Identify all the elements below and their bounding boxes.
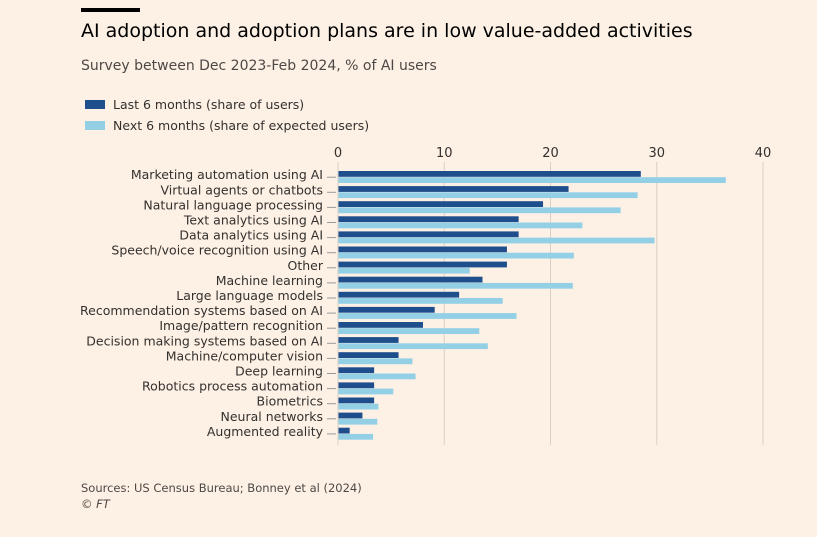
legend: Last 6 months (share of users) Next 6 mo… [85,94,369,136]
category-label-data-analytics-using-ai: Data analytics using AI [179,228,323,243]
category-label-other: Other [288,258,324,273]
bar-next-6-months-decision-making-systems-based-on-ai [338,343,488,350]
bar-last-6-months-natural-language-processing [338,201,544,207]
bar-next-6-months-machine-computer-vision [338,358,413,365]
category-label-recommendation-systems-based-on-ai: Recommendation systems based on AI [80,303,323,318]
bar-last-6-months-machine-learning [338,276,483,283]
bar-last-6-months-recommendation-systems-based-on-ai [338,306,435,313]
x-tick-label-20: 20 [542,146,559,161]
x-tick-label-10: 10 [436,146,453,161]
bar-last-6-months-image-pattern-recognition [338,322,423,328]
footer: Sources: US Census Bureau; Bonney et al … [81,480,362,512]
legend-swatch-last-6-months [85,100,105,109]
bar-last-6-months-marketing-automation-using-ai [338,171,641,177]
bar-chart: 0 10 20 30 40 Marketing automation using AIVi… [80,146,772,445]
x-tick-label-30: 30 [648,146,665,161]
category-label-marketing-automation-using-ai: Marketing automation using AI [131,167,323,182]
category-label-speech-voice-recognition-using-ai: Speech/voice recognition using AI [111,243,323,258]
chart-title: AI adoption and adoption plans are in lo… [81,20,693,42]
category-label-robotics-process-automation: Robotics process automation [142,379,323,394]
bar-next-6-months-other [338,267,470,274]
bar-next-6-months-deep-learning [338,373,416,380]
category-label-image-pattern-recognition: Image/pattern recognition [159,318,323,333]
bar-next-6-months-natural-language-processing [338,207,621,214]
bar-last-6-months-deep-learning [338,367,375,374]
category-label-text-analytics-using-ai: Text analytics using AI [183,213,323,228]
category-label-virtual-agents-or-chatbots: Virtual agents or chatbots [160,182,323,197]
bar-last-6-months-large-language-models [338,291,460,298]
bar-next-6-months-image-pattern-recognition [338,328,480,334]
legend-item-last-6-months: Last 6 months (share of users) [85,94,369,115]
category-label-neural-networks: Neural networks [221,409,323,424]
bar-last-6-months-virtual-agents-or-chatbots [338,186,569,192]
bar-next-6-months-recommendation-systems-based-on-ai [338,313,517,319]
bar-last-6-months-machine-computer-vision [338,352,399,358]
category-label-decision-making-systems-based-on-ai: Decision making systems based on AI [86,333,323,348]
bar-next-6-months-text-analytics-using-ai [338,222,583,229]
chart-subtitle: Survey between Dec 2023-Feb 2024, % of A… [81,58,437,74]
category-label-large-language-models: Large language models [176,288,323,303]
bar-next-6-months-augmented-reality [338,433,374,440]
copyright-note: © FT [81,497,110,511]
bar-next-6-months-virtual-agents-or-chatbots [338,192,638,199]
bar-last-6-months-speech-voice-recognition-using-ai [338,246,507,253]
bar-next-6-months-data-analytics-using-ai [338,237,655,244]
category-label-augmented-reality: Augmented reality [207,424,324,439]
bar-last-6-months-data-analytics-using-ai [338,231,519,238]
bar-next-6-months-robotics-process-automation [338,388,394,395]
bar-last-6-months-decision-making-systems-based-on-ai [338,337,399,343]
legend-item-next-6-months: Next 6 months (share of expected users) [85,115,369,136]
source-note: Sources: US Census Bureau; Bonney et al … [81,481,362,495]
category-label-machine-computer-vision: Machine/computer vision [166,348,323,363]
bar-last-6-months-biometrics [338,397,375,404]
legend-label-next-6-months: Next 6 months (share of expected users) [113,118,370,133]
bar-last-6-months-text-analytics-using-ai [338,216,519,223]
category-label-machine-learning: Machine learning [216,273,323,288]
bar-last-6-months-robotics-process-automation [338,382,375,389]
bar-next-6-months-neural-networks [338,418,378,425]
bar-next-6-months-large-language-models [338,298,503,304]
bar-last-6-months-other [338,261,507,268]
x-tick-label-40: 40 [755,146,772,161]
bar-next-6-months-biometrics [338,403,379,410]
category-label-natural-language-processing: Natural language processing [143,197,323,212]
legend-label-last-6-months: Last 6 months (share of users) [113,97,305,112]
ft-top-rule [81,8,140,12]
category-label-deep-learning: Deep learning [235,364,323,379]
bar-next-6-months-speech-voice-recognition-using-ai [338,252,574,259]
bar-next-6-months-marketing-automation-using-ai [338,177,726,183]
category-label-biometrics: Biometrics [257,394,323,409]
bar-last-6-months-neural-networks [338,412,363,419]
legend-swatch-next-6-months [85,121,105,130]
bar-last-6-months-augmented-reality [338,427,350,434]
x-tick-label-0: 0 [334,146,342,161]
bar-next-6-months-machine-learning [338,282,573,289]
